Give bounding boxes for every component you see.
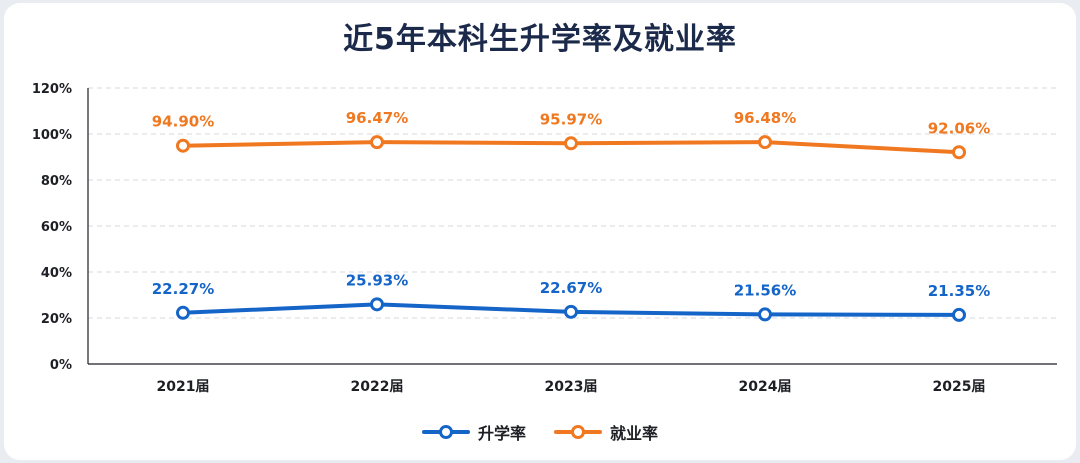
chart-title: 近5年本科生升学率及就业率 <box>343 22 737 57</box>
y-tick-label: 40% <box>41 266 72 281</box>
data-point-employment[interactable] <box>176 138 190 153</box>
data-label-further-study: 22.67% <box>540 279 602 297</box>
x-tick-label: 2024届 <box>739 379 792 395</box>
legend-item-further-study[interactable]: 升学率 <box>421 420 526 444</box>
data-label-employment: 92.06% <box>928 119 990 137</box>
y-tick-label: 60% <box>41 220 72 235</box>
data-label-employment: 96.48% <box>734 109 796 127</box>
data-point-employment[interactable] <box>758 135 772 150</box>
data-point-further-study[interactable] <box>564 304 578 319</box>
data-label-employment: 95.97% <box>540 110 602 128</box>
x-tick-label: 2022届 <box>351 379 404 395</box>
data-point-further-study[interactable] <box>758 307 772 322</box>
y-tick-label: 120% <box>32 82 72 97</box>
data-point-further-study[interactable] <box>176 305 190 320</box>
data-label-further-study: 21.35% <box>928 282 990 300</box>
legend-marker-employment <box>554 425 602 439</box>
chart-legend: 升学率 就业率 <box>0 420 1080 444</box>
data-point-employment[interactable] <box>370 135 384 150</box>
data-label-further-study: 25.93% <box>346 271 408 289</box>
data-point-further-study[interactable] <box>370 297 384 312</box>
legend-label-employment: 就业率 <box>610 424 659 443</box>
legend-label-further-study: 升学率 <box>477 424 526 443</box>
legend-marker-further-study <box>421 425 470 439</box>
x-tick-label: 2025届 <box>933 379 986 395</box>
chart-card <box>4 3 1076 460</box>
data-label-further-study: 22.27% <box>152 280 214 298</box>
y-tick-label: 0% <box>50 358 72 373</box>
data-label-employment: 96.47% <box>346 109 408 127</box>
legend-item-employment[interactable]: 就业率 <box>554 420 658 444</box>
y-tick-label: 100% <box>32 128 72 143</box>
data-label-further-study: 21.56% <box>734 281 796 299</box>
x-tick-label: 2023届 <box>545 379 598 395</box>
data-label-employment: 94.90% <box>152 113 214 131</box>
data-point-employment[interactable] <box>952 145 966 160</box>
data-point-further-study[interactable] <box>952 307 966 322</box>
y-tick-label: 80% <box>41 174 72 189</box>
y-tick-label: 20% <box>41 312 72 327</box>
data-point-employment[interactable] <box>564 136 578 151</box>
x-tick-label: 2021届 <box>157 379 210 395</box>
